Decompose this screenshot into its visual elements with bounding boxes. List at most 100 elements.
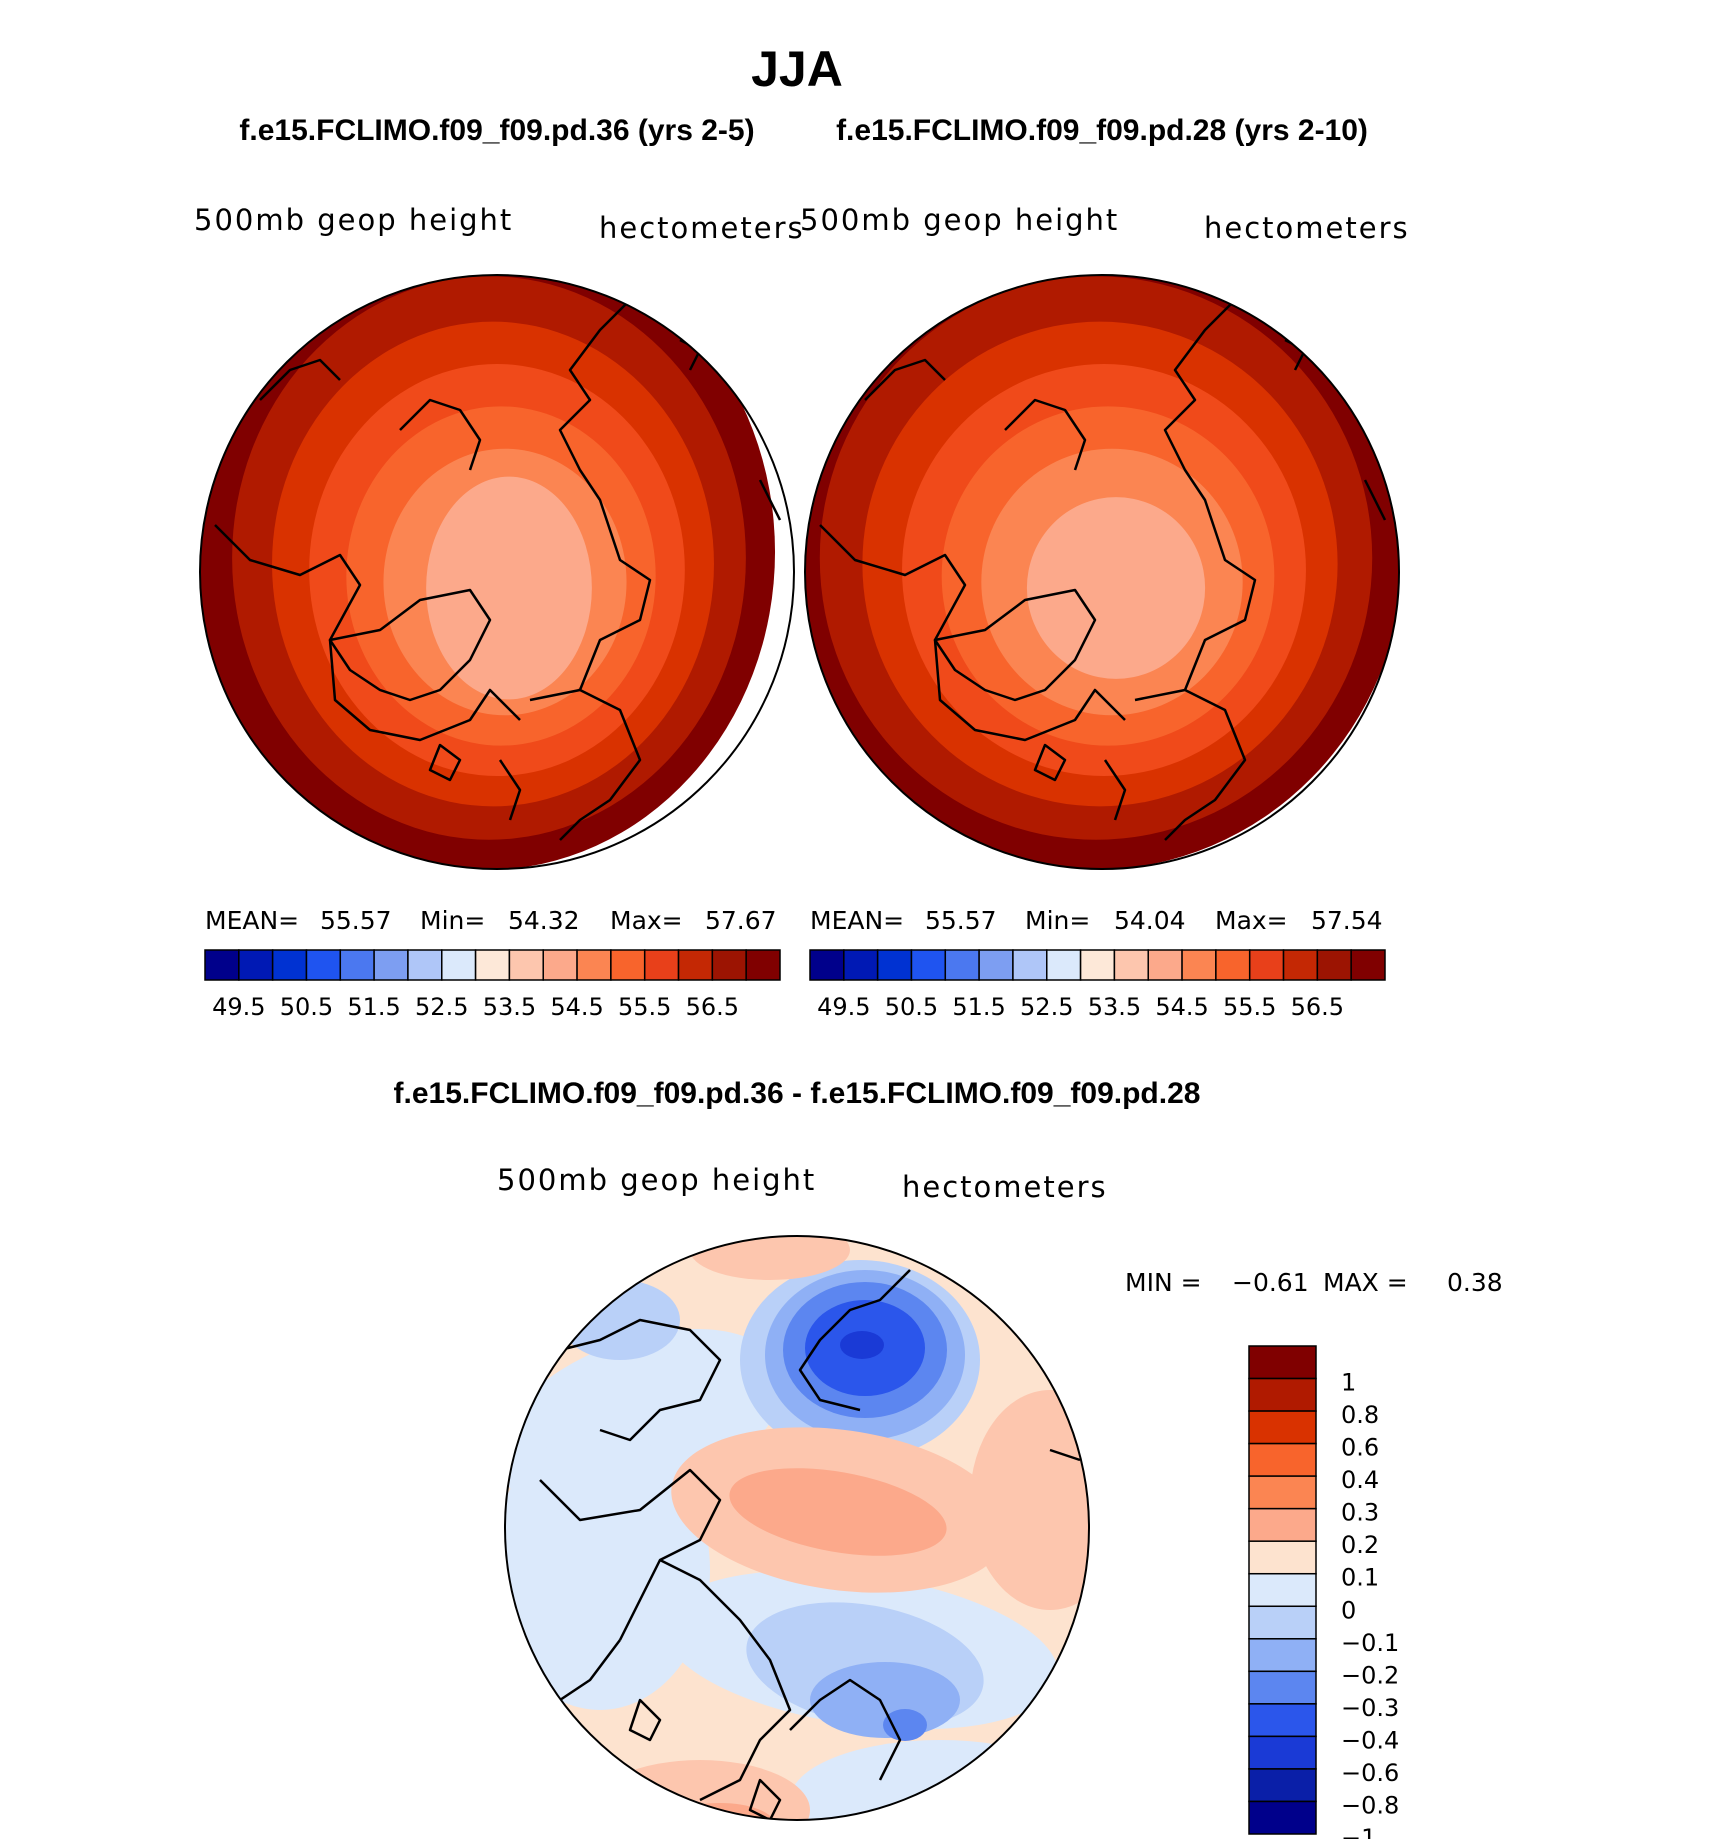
colorbar-box [474, 949, 511, 981]
left-map-border [199, 274, 795, 870]
right-max-value: 57.54 [1311, 906, 1383, 935]
colorbar-box [677, 949, 714, 981]
colorbar-tick-label: 55.5 [618, 993, 671, 1021]
colorbar-tick-label: −1 [1341, 1824, 1376, 1839]
colorbar-box [305, 949, 342, 981]
colorbar-tick-label: 54.5 [550, 993, 603, 1021]
right-max-label: Max= [1215, 906, 1288, 935]
colorbar-box [1248, 949, 1285, 981]
colorbar-box [1248, 1768, 1317, 1803]
colorbar-box [1248, 1638, 1317, 1673]
colorbar-tick-label: −0.1 [1341, 1629, 1399, 1657]
colorbar-box [1248, 1410, 1317, 1445]
diff-min-value: −0.61 [1232, 1268, 1309, 1297]
right-min-value: 54.04 [1114, 906, 1186, 935]
colorbar-tick-label: 52.5 [1020, 993, 1073, 1021]
colorbar-box [238, 949, 274, 981]
diff-stats: MIN = −0.61 MAX = 0.38 [1125, 1268, 1503, 1297]
diff-colorbar: 1 0.8 0.6 0.4 0.3 0.2 0.1 0 −0.1 −0.2 −0.3 −0.4 −0.6… [1248, 1345, 1399, 1839]
colorbar-box [745, 949, 781, 981]
panel-diff: 500mb geop height hectometers [497, 1163, 1503, 1839]
colorbar-tick-label: 51.5 [347, 993, 400, 1021]
contour-level [426, 476, 592, 700]
right-min-label: Min= [1025, 906, 1090, 935]
colorbar-tick-label: −0.6 [1341, 1759, 1399, 1787]
colorbar-tick-label: 0.2 [1341, 1531, 1379, 1559]
right-case-title: f.e15.FCLIMO.f09_f09.pd.28 (yrs 2-10) [836, 114, 1368, 147]
colorbar-box [1113, 949, 1149, 981]
left-map [200, 275, 782, 869]
diff-neg-blob [505, 1430, 710, 1710]
left-units-label: hectometers [599, 211, 805, 245]
diff-variable-label: 500mb geop height [497, 1163, 816, 1197]
diff-pos-blob [729, 1468, 947, 1556]
colorbar-box [711, 949, 747, 981]
colorbar-tick-label: 0.4 [1341, 1466, 1379, 1494]
colorbar-tick-label: −0.4 [1341, 1726, 1399, 1754]
diff-map-border [504, 1235, 1090, 1821]
right-map-border [804, 274, 1400, 870]
diff-max-label: MAX = [1323, 1268, 1408, 1297]
right-map [805, 275, 1399, 869]
colorbar-box [1248, 1800, 1317, 1835]
colorbar-box [843, 949, 879, 981]
diff-pos-blob [690, 1236, 850, 1280]
colorbar-box [508, 949, 544, 981]
colorbar-box [1181, 949, 1217, 981]
colorbar-box [1248, 1345, 1317, 1380]
colorbar-box [1248, 1670, 1317, 1705]
colorbar-box [1248, 1703, 1317, 1738]
diff-coastlines [539, 1269, 1081, 1820]
diff-map [505, 1236, 1089, 1820]
diff-title: f.e15.FCLIMO.f09_f09.pd.36 - f.e15.FCLIM… [394, 1077, 1201, 1110]
panel-left: 500mb geop height hectometers MEAN= 55.5… [194, 203, 805, 1021]
colorbar-tick-label: −0.3 [1341, 1694, 1399, 1722]
colorbar-tick-label: 55.5 [1223, 993, 1276, 1021]
colorbar-box [204, 949, 240, 981]
colorbar-box [407, 949, 443, 981]
colorbar-box [1012, 949, 1048, 981]
colorbar-box [1248, 1605, 1317, 1640]
colorbar-tick-label: 51.5 [952, 993, 1005, 1021]
diff-max-value: 0.38 [1447, 1268, 1503, 1297]
left-variable-label: 500mb geop height [194, 203, 513, 237]
colorbar-box [1248, 1377, 1317, 1412]
colorbar-box [610, 949, 646, 981]
right-mean-label: MEAN= [810, 906, 904, 935]
colorbar-box [1316, 949, 1352, 981]
colorbar-box [978, 949, 1014, 981]
diff-neg-blob [560, 1280, 680, 1360]
left-max-value: 57.67 [705, 906, 777, 935]
left-coastlines [214, 299, 782, 841]
colorbar-tick-label: 50.5 [280, 993, 333, 1021]
colorbar-tick-label: 0.6 [1341, 1434, 1379, 1462]
diff-min-label: MIN = [1125, 1268, 1202, 1297]
colorbar-box [1248, 1540, 1317, 1575]
colorbar-box [441, 949, 477, 981]
right-colorbar: 49.5 50.5 51.5 52.5 53.5 54.5 55.5 56.5 [809, 949, 1386, 1021]
left-max-label: Max= [610, 906, 683, 935]
colorbar-box [373, 949, 409, 981]
colorbar-box [1079, 949, 1116, 981]
colorbar-box [542, 949, 578, 981]
colorbar-tick-label: 0.3 [1341, 1499, 1379, 1527]
colorbar-box [944, 949, 980, 981]
right-stats: MEAN= 55.57 Min= 54.04 Max= 57.54 [810, 906, 1383, 935]
colorbar-box [576, 949, 612, 981]
colorbar-tick-label: 56.5 [686, 993, 739, 1021]
left-case-title: f.e15.FCLIMO.f09_f09.pd.36 (yrs 2-5) [239, 114, 754, 147]
left-mean-label: MEAN= [205, 906, 299, 935]
colorbar-box [1248, 1735, 1317, 1770]
left-min-label: Min= [420, 906, 485, 935]
right-units-label: hectometers [1204, 211, 1410, 245]
left-stats: MEAN= 55.57 Min= 54.32 Max= 57.67 [205, 906, 777, 935]
colorbar-box [1248, 1507, 1317, 1542]
colorbar-box [339, 949, 375, 981]
colorbar-tick-label: 0.8 [1341, 1401, 1379, 1429]
right-variable-label: 500mb geop height [800, 203, 1119, 237]
colorbar-tick-label: 52.5 [415, 993, 468, 1021]
colorbar-box [1248, 1475, 1317, 1510]
colorbar-tick-label: 49.5 [212, 993, 265, 1021]
right-mean-value: 55.57 [925, 906, 997, 935]
